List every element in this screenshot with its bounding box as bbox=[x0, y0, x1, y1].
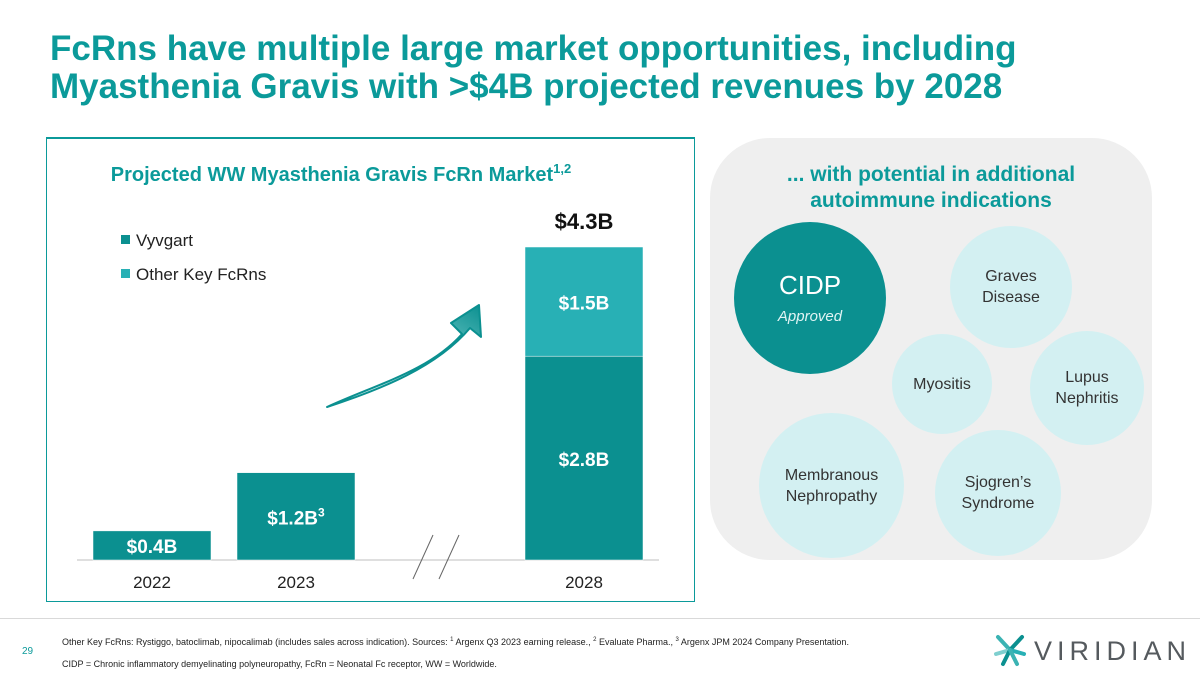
bubble-lupus-nephritis: Lupus Nephritis bbox=[1030, 331, 1144, 445]
legend-swatch-1 bbox=[121, 269, 130, 278]
viridian-logo-text: VIRIDIAN bbox=[1034, 636, 1192, 666]
bubble-cidp: CIDP Approved bbox=[734, 222, 886, 374]
chart-legend: Vyvgart Other Key FcRns bbox=[121, 231, 266, 284]
bar-2028-0 bbox=[524, 355, 644, 561]
bar-2028-1 bbox=[524, 246, 644, 357]
bar-2022-0 bbox=[92, 530, 212, 561]
legend-swatch-0 bbox=[121, 235, 130, 244]
panel-title-line-1: ... with potential in additional bbox=[786, 163, 1076, 186]
chart-labels: $0.4B 2022 $1.2B3 2023 $2.8B $1.5B $4.3B 2028 bbox=[127, 209, 614, 592]
page-title-line-1: FcRns have multiple large market opportu… bbox=[50, 29, 1017, 68]
chart-panel: Projected WW Myasthenia Gravis FcRn Mark… bbox=[46, 137, 695, 602]
footer-divider bbox=[0, 618, 1200, 619]
panel-title-line-2: autoimmune indications bbox=[810, 189, 1052, 212]
axis-break-icon bbox=[412, 534, 460, 580]
footnote-abbreviations: CIDP = Chronic inflammatory demyelinatin… bbox=[62, 659, 497, 669]
viridian-logo-icon bbox=[994, 635, 1026, 666]
bubble-graves-disease: Graves Disease bbox=[950, 226, 1072, 348]
bar-label-2022-0: $0.4B bbox=[127, 537, 178, 558]
indications-panel-title: ... with potential in additional autoimm… bbox=[710, 162, 1152, 214]
footnote-sources: Other Key FcRns: Rystiggo, batoclimab, n… bbox=[62, 637, 849, 647]
x-tick-2023: 2023 bbox=[277, 573, 315, 592]
page-title: FcRns have multiple large market opportu… bbox=[50, 30, 1150, 106]
bar-label-2023-0: $1.2B3 bbox=[267, 505, 325, 529]
page-number: 29 bbox=[22, 646, 34, 657]
bar-label-2028-1: $1.5B bbox=[559, 294, 610, 315]
bubble-sjogrens-syndrome: Sjogren’s Syndrome bbox=[935, 430, 1061, 556]
x-tick-2028: 2028 bbox=[565, 573, 603, 592]
viridian-logo: VIRIDIAN bbox=[990, 630, 1190, 670]
x-tick-2022: 2022 bbox=[133, 573, 171, 592]
bubble-myositis: Myositis bbox=[892, 334, 992, 434]
legend-label-0: Vyvgart bbox=[136, 231, 193, 250]
market-chart: Projected WW Myasthenia Gravis FcRn Mark… bbox=[77, 161, 659, 592]
bar-2023-0 bbox=[236, 472, 356, 561]
growth-arrow-icon bbox=[326, 304, 482, 408]
chart-title: Projected WW Myasthenia Gravis FcRn Mark… bbox=[111, 161, 571, 186]
chart-bars bbox=[92, 246, 644, 561]
bubble-membranous-nephropathy: Membranous Nephropathy bbox=[759, 413, 904, 558]
page-title-line-2: Myasthenia Gravis with >$4B projected re… bbox=[50, 67, 1003, 106]
bar-label-2028-0: $2.8B bbox=[559, 450, 610, 471]
total-label-2028: $4.3B bbox=[555, 209, 614, 234]
legend-label-1: Other Key FcRns bbox=[136, 265, 266, 284]
